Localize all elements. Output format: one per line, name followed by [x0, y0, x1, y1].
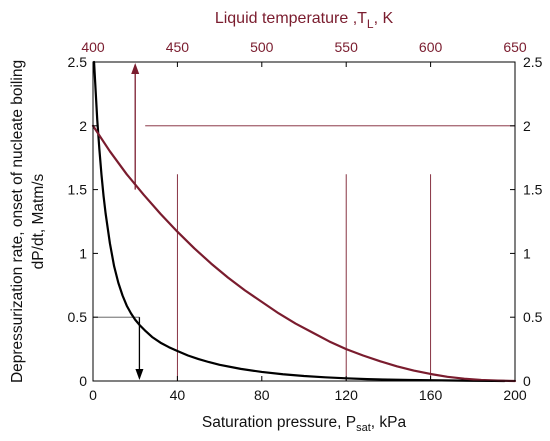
- y-tick-label-left: 1.5: [68, 182, 88, 198]
- x-tick-label: 80: [254, 387, 270, 403]
- top-tick-label: 400: [81, 39, 105, 55]
- y-axis-title-line1: Depressurization rate, onset of nucleate…: [9, 60, 26, 383]
- axes-layer: [92, 61, 516, 382]
- top-axis-title-sub: L: [367, 17, 374, 31]
- top-axis-title-main: Liquid temperature ,T: [215, 10, 367, 27]
- y-tick-label-right: 2.5: [523, 54, 543, 70]
- y-tick-label-left: 1: [79, 245, 87, 261]
- y-tick-label-left: 2.5: [68, 54, 88, 70]
- x-tick-label: 120: [335, 387, 359, 403]
- y-tick-label-right: 2: [523, 118, 531, 134]
- y-tick-label-right: 1: [523, 245, 531, 261]
- x-tick-label: 40: [170, 387, 186, 403]
- guide-lines-layer: [93, 125, 515, 381]
- arrows-layer: [131, 63, 144, 380]
- y-tick-label-right: 0.5: [523, 309, 543, 325]
- series-line-1: [92, 60, 506, 383]
- y-tick-label-left: 0.5: [68, 309, 88, 325]
- top-axis-title: Liquid temperature ,TL, K: [215, 10, 394, 31]
- y-tick-label-right: 0: [523, 373, 531, 389]
- y-axis-title-line2: dP/dt, Matm/s: [30, 173, 47, 269]
- y-tick-label-left: 0: [79, 373, 87, 389]
- top-tick-label: 450: [166, 39, 190, 55]
- top-axis-title-tail: , K: [374, 10, 394, 27]
- black-arrow-head: [135, 369, 144, 380]
- x-tick-label: 0: [89, 387, 97, 403]
- x-tick-label: 160: [419, 387, 443, 403]
- accent-arrow-head: [131, 63, 140, 74]
- x-axis-title-sub: sat: [356, 422, 371, 434]
- top-tick-label: 500: [250, 39, 274, 55]
- x-tick-label: 200: [503, 387, 527, 403]
- tick-marks-layer: [92, 61, 516, 382]
- top-tick-label: 600: [419, 39, 443, 55]
- y-tick-label-left: 2: [79, 118, 87, 134]
- x-axis-title-tail: , kPa: [371, 414, 407, 431]
- top-tick-label: 550: [335, 39, 359, 55]
- y-axis-title: Depressurization rate, onset of nucleate…: [9, 60, 47, 383]
- plot-frame: [92, 61, 516, 382]
- x-axis-title: Saturation pressure, Psat, kPa: [202, 414, 407, 434]
- y-tick-label-right: 1.5: [523, 182, 543, 198]
- series-layer: [91, 60, 517, 383]
- series-line-2: [91, 124, 517, 383]
- top-tick-label: 650: [503, 39, 527, 55]
- x-axis-title-main: Saturation pressure, P: [202, 414, 356, 431]
